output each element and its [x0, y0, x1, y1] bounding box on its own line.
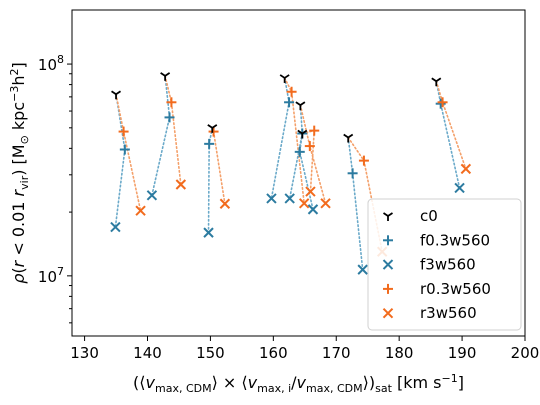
- y-tick-label: 107: [38, 265, 64, 286]
- point-c0: [297, 129, 308, 139]
- y-axis-label: ρ(r < 0.01 rvir) [M⊙ kpc−3h2]: [8, 62, 31, 283]
- legend-marker-r3w560: [382, 307, 394, 319]
- legend-marker-f0.3w560: [383, 235, 393, 246]
- point-c0: [343, 133, 354, 143]
- point-c0: [295, 101, 306, 111]
- point-c0: [279, 74, 290, 83]
- x-tick-label: 140: [133, 344, 162, 362]
- point-f3w560: [454, 182, 465, 194]
- point-r0.3w560: [437, 97, 448, 108]
- x-tick-label: 160: [259, 344, 288, 362]
- x-tick-label: 180: [385, 344, 414, 362]
- point-f3w560: [110, 221, 121, 233]
- x-axis-ticks: 130 140 150 160 170 180 190 200: [70, 336, 539, 362]
- connector-line: [347, 136, 364, 271]
- connector-line: [270, 77, 290, 200]
- legend: c0 f0.3w560 f3w560 r0.3w560 r3w560: [367, 198, 522, 331]
- point-r0.3w560: [118, 126, 129, 137]
- connector-line: [164, 75, 182, 186]
- y-axis-ticks: 107 108: [38, 53, 72, 324]
- point-r3w560: [219, 198, 231, 209]
- point-f0.3w560: [284, 97, 295, 108]
- legend-box: [367, 198, 522, 331]
- point-f3w560: [284, 193, 295, 204]
- connector-line: [151, 75, 171, 197]
- point-c0: [160, 72, 171, 81]
- point-r0.3w560: [286, 86, 297, 97]
- point-f3w560: [203, 227, 214, 238]
- legend-marker-c0: [383, 212, 393, 221]
- point-c0: [431, 77, 442, 87]
- point-r3w560: [320, 198, 331, 209]
- point-r0.3w560: [309, 125, 320, 136]
- point-r0.3w560: [304, 141, 315, 152]
- x-tick-label: 130: [70, 344, 99, 362]
- point-r3w560: [305, 186, 316, 197]
- point-r3w560: [460, 163, 472, 175]
- legend-label: f3w560: [420, 256, 476, 274]
- point-r0.3w560: [166, 97, 177, 108]
- connector-line: [435, 80, 467, 170]
- point-r0.3w560: [358, 155, 369, 166]
- point-f3w560: [357, 264, 368, 275]
- chart-marks: [110, 72, 472, 275]
- point-f0.3w560: [164, 112, 175, 123]
- point-r3w560: [135, 205, 146, 216]
- x-axis-label: (⟨vmax, CDM⟩ × ⟨vmax, i/vmax, CDM⟩)sat […: [133, 372, 464, 395]
- x-tick-label: 170: [322, 344, 351, 362]
- legend-marker-f3w560: [382, 259, 394, 270]
- point-f3w560: [307, 204, 319, 215]
- point-c0: [207, 124, 218, 133]
- x-tick-label: 150: [196, 344, 225, 362]
- legend-label: f0.3w560: [420, 231, 490, 249]
- point-f3w560: [266, 193, 277, 204]
- point-f0.3w560: [294, 146, 305, 157]
- plot-frame: [71, 9, 526, 337]
- y-tick-label: 108: [38, 53, 64, 74]
- point-f0.3w560: [119, 144, 130, 155]
- legend-label: r3w560: [420, 304, 477, 322]
- point-f0.3w560: [204, 138, 215, 149]
- x-tick-label: 190: [448, 344, 477, 362]
- legend-marker-r0.3w560: [383, 283, 393, 294]
- point-r3w560: [175, 179, 187, 190]
- connector-line: [211, 127, 226, 205]
- point-f3w560: [146, 190, 158, 201]
- point-r0.3w560: [208, 126, 219, 137]
- point-f0.3w560: [347, 168, 358, 179]
- point-r3w560: [298, 198, 310, 209]
- point-c0: [111, 90, 122, 100]
- legend-label: c0: [420, 207, 438, 225]
- connector-line: [435, 80, 461, 189]
- point-f0.3w560: [435, 98, 446, 109]
- x-tick-label: 200: [511, 344, 540, 362]
- legend-label: r0.3w560: [420, 280, 491, 298]
